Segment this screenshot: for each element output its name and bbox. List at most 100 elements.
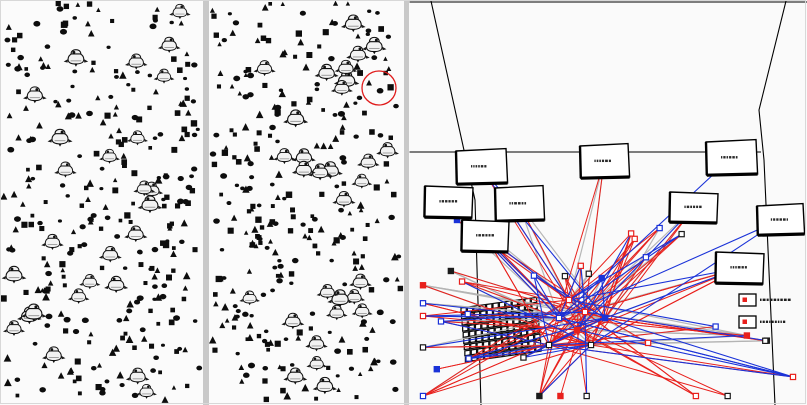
bird-icon[interactable] bbox=[376, 142, 399, 159]
bird-icon[interactable] bbox=[2, 320, 26, 337]
bird-icon[interactable] bbox=[281, 312, 305, 330]
node-marker-open[interactable] bbox=[762, 337, 769, 345]
room-box-3[interactable] bbox=[493, 184, 546, 223]
node-marker-filled[interactable] bbox=[419, 282, 427, 289]
bird-icon[interactable] bbox=[325, 304, 348, 321]
node-marker-open[interactable] bbox=[789, 373, 797, 381]
bird-icon[interactable] bbox=[283, 109, 309, 128]
bird-icon[interactable] bbox=[357, 153, 380, 170]
bird-icon[interactable] bbox=[351, 303, 373, 319]
node-marker-open[interactable] bbox=[692, 392, 700, 400]
floorplan-network-panel[interactable] bbox=[409, 0, 807, 405]
node-marker-filled[interactable] bbox=[601, 314, 609, 322]
node-marker-filled[interactable] bbox=[743, 332, 751, 339]
bird-icon[interactable] bbox=[127, 130, 148, 146]
node-marker-filled[interactable] bbox=[536, 392, 543, 400]
bird-icon[interactable] bbox=[21, 303, 47, 322]
room-box-6[interactable] bbox=[668, 191, 719, 225]
bird-icon[interactable] bbox=[133, 180, 156, 197]
bird-icon[interactable] bbox=[239, 290, 260, 306]
node-marker-open[interactable] bbox=[631, 235, 638, 243]
node-marker-open[interactable] bbox=[458, 278, 466, 285]
bird-icon[interactable] bbox=[340, 14, 366, 33]
node-marker-filled[interactable] bbox=[573, 326, 581, 334]
bird-icon[interactable] bbox=[42, 346, 66, 364]
node-marker-open[interactable] bbox=[577, 262, 584, 270]
bird-icon[interactable] bbox=[104, 275, 129, 294]
legend-layer[interactable] bbox=[738, 293, 791, 329]
node-marker-filled[interactable] bbox=[447, 267, 455, 275]
node-marker-open[interactable] bbox=[712, 323, 719, 330]
room-box-8[interactable] bbox=[714, 251, 765, 286]
left-scatter-panel[interactable] bbox=[0, 0, 203, 405]
room-box-7[interactable] bbox=[704, 138, 759, 177]
grid-cell[interactable] bbox=[462, 331, 470, 339]
bird-icon[interactable] bbox=[169, 3, 191, 20]
node-marker-open[interactable] bbox=[585, 270, 592, 277]
bird-icon[interactable] bbox=[305, 335, 328, 352]
selection-circle[interactable] bbox=[361, 70, 397, 106]
node-marker-open[interactable] bbox=[587, 341, 595, 349]
bird-icon[interactable] bbox=[327, 289, 353, 308]
bird-icon[interactable] bbox=[312, 376, 337, 395]
bird-icon[interactable] bbox=[334, 59, 358, 76]
node-marker-open[interactable] bbox=[678, 230, 685, 238]
node-marker-open[interactable] bbox=[530, 272, 538, 279]
bird-icon[interactable] bbox=[23, 86, 47, 104]
room-box-2[interactable] bbox=[423, 185, 474, 220]
bird-icon[interactable] bbox=[125, 53, 148, 70]
bird-icon[interactable] bbox=[349, 273, 372, 290]
bird-icon[interactable] bbox=[47, 128, 73, 147]
node-marker-open[interactable] bbox=[419, 392, 427, 400]
node-marker-open[interactable] bbox=[437, 318, 445, 325]
bird-icon[interactable] bbox=[63, 49, 89, 67]
bird-icon[interactable] bbox=[41, 233, 64, 250]
bird-icon[interactable] bbox=[67, 288, 90, 304]
room-box-1[interactable] bbox=[454, 147, 509, 186]
bird-icon[interactable] bbox=[54, 161, 77, 178]
node-marker-open[interactable] bbox=[520, 354, 527, 361]
node-marker-open[interactable] bbox=[581, 308, 589, 316]
grid-cell[interactable] bbox=[474, 323, 482, 331]
node-marker-open[interactable] bbox=[419, 312, 427, 320]
bird-icon[interactable] bbox=[316, 283, 339, 300]
bird-icon[interactable] bbox=[153, 68, 175, 84]
bird-icon[interactable] bbox=[362, 36, 387, 55]
bird-icon[interactable] bbox=[99, 148, 120, 164]
node-marker-open[interactable] bbox=[555, 314, 563, 322]
bird-icon[interactable] bbox=[306, 356, 328, 371]
bird-icon[interactable] bbox=[314, 63, 339, 82]
middle-scatter-panel[interactable] bbox=[209, 0, 404, 405]
bird-icon[interactable] bbox=[136, 384, 157, 399]
room-box-9[interactable] bbox=[755, 202, 806, 237]
node-marker-open[interactable] bbox=[465, 355, 472, 362]
grid-cell[interactable] bbox=[464, 349, 471, 357]
node-marker-open[interactable] bbox=[644, 339, 652, 347]
bird-icon[interactable] bbox=[273, 148, 296, 165]
node-marker-open[interactable] bbox=[419, 300, 427, 307]
bird-icon[interactable] bbox=[157, 36, 181, 53]
node-marker-open[interactable] bbox=[583, 392, 590, 400]
bird-icon[interactable] bbox=[291, 160, 316, 178]
bird-icon[interactable] bbox=[1, 265, 27, 284]
grid-cell[interactable] bbox=[468, 330, 476, 338]
bird-icon[interactable] bbox=[308, 163, 332, 181]
node-marker-open[interactable] bbox=[545, 341, 553, 349]
bird-icon[interactable] bbox=[79, 274, 101, 290]
node-marker-filled[interactable] bbox=[598, 274, 605, 282]
node-marker-open[interactable] bbox=[627, 230, 635, 237]
bird-icon[interactable] bbox=[98, 246, 122, 263]
bird-icon[interactable] bbox=[332, 190, 356, 208]
room-box-5[interactable] bbox=[578, 142, 631, 180]
node-marker-open[interactable] bbox=[464, 310, 471, 318]
bird-icon[interactable] bbox=[330, 79, 353, 96]
legend-item-1[interactable] bbox=[738, 293, 791, 307]
bird-icon[interactable] bbox=[124, 225, 148, 243]
node-marker-open[interactable] bbox=[419, 344, 427, 351]
node-marker-open[interactable] bbox=[642, 254, 650, 261]
legend-item-2[interactable] bbox=[738, 315, 786, 329]
grid-cell[interactable] bbox=[470, 348, 478, 356]
grid-cell[interactable] bbox=[480, 309, 487, 317]
node-marker-open[interactable] bbox=[724, 392, 731, 400]
bird-icon[interactable] bbox=[346, 45, 370, 63]
